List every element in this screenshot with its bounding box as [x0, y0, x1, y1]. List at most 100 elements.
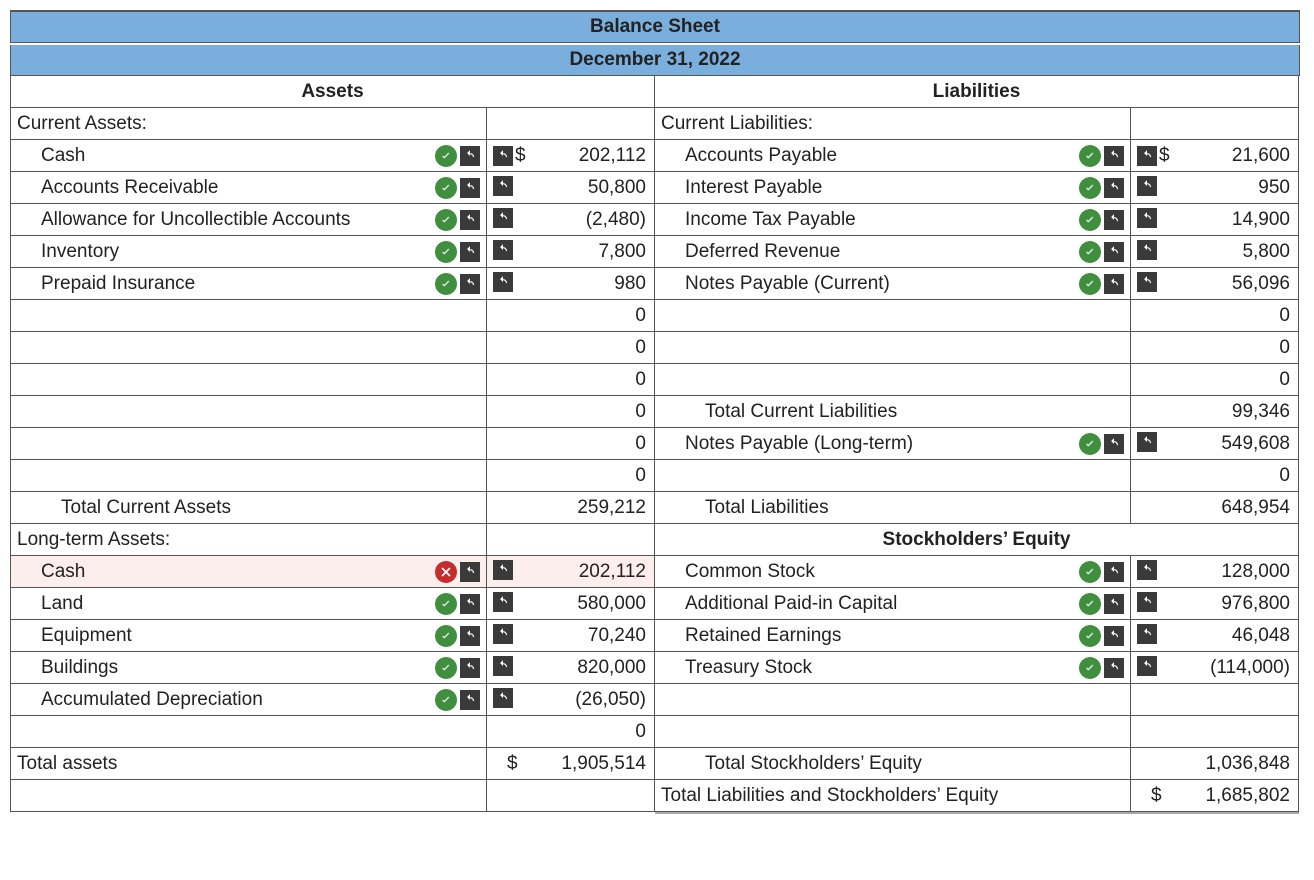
- undo-icon[interactable]: [1137, 240, 1157, 260]
- undo-icon[interactable]: [1137, 592, 1157, 612]
- value-text: 7,800: [598, 241, 646, 263]
- undo-icon[interactable]: [460, 658, 480, 678]
- undo-icon[interactable]: [1137, 176, 1157, 196]
- undo-icon[interactable]: [1137, 624, 1157, 644]
- liability-item[interactable]: Notes Payable (Current): [655, 268, 1131, 300]
- asset-item[interactable]: Inventory: [11, 236, 487, 268]
- liability-value[interactable]: 14,900: [1131, 204, 1299, 236]
- undo-icon[interactable]: [493, 656, 513, 676]
- subtotal-label: Total Stockholders’ Equity: [655, 748, 1131, 780]
- undo-icon[interactable]: [493, 592, 513, 612]
- undo-icon[interactable]: [493, 688, 513, 708]
- undo-icon[interactable]: [1104, 242, 1124, 262]
- asset-value[interactable]: $202,112: [487, 140, 655, 172]
- asset-item[interactable]: Buildings: [11, 652, 487, 684]
- value-text: 99,346: [1232, 401, 1290, 423]
- equity-value[interactable]: 976,800: [1131, 588, 1299, 620]
- liability-item[interactable]: Income Tax Payable: [655, 204, 1131, 236]
- liability-item[interactable]: Deferred Revenue: [655, 236, 1131, 268]
- asset-item[interactable]: Accounts Receivable: [11, 172, 487, 204]
- asset-item[interactable]: Prepaid Insurance: [11, 268, 487, 300]
- equity-value[interactable]: (114,000): [1131, 652, 1299, 684]
- currency-prefix: $: [1159, 145, 1170, 167]
- undo-icon[interactable]: [493, 146, 513, 166]
- undo-icon[interactable]: [493, 624, 513, 644]
- asset-item[interactable]: Cash: [11, 556, 487, 588]
- asset-value[interactable]: (2,480): [487, 204, 655, 236]
- undo-icon[interactable]: [1104, 178, 1124, 198]
- undo-icon[interactable]: [493, 176, 513, 196]
- asset-value: 0: [487, 428, 655, 460]
- equity-item[interactable]: Retained Earnings: [655, 620, 1131, 652]
- liability-item[interactable]: Interest Payable: [655, 172, 1131, 204]
- undo-icon[interactable]: [493, 240, 513, 260]
- liability-value[interactable]: 950: [1131, 172, 1299, 204]
- undo-icon[interactable]: [460, 210, 480, 230]
- asset-item[interactable]: Accumulated Depreciation: [11, 684, 487, 716]
- undo-icon[interactable]: [1137, 146, 1157, 166]
- undo-icon[interactable]: [1104, 146, 1124, 166]
- value-text: (26,050): [575, 689, 646, 711]
- undo-icon[interactable]: [1104, 274, 1124, 294]
- asset-item: [11, 460, 487, 492]
- liability-item[interactable]: Notes Payable (Long-term): [655, 428, 1131, 460]
- blank: [11, 780, 487, 812]
- undo-icon[interactable]: [460, 146, 480, 166]
- asset-value[interactable]: 70,240: [487, 620, 655, 652]
- asset-item[interactable]: Equipment: [11, 620, 487, 652]
- undo-icon[interactable]: [1104, 434, 1124, 454]
- value-text: 202,112: [579, 561, 646, 583]
- liability-item: [655, 460, 1131, 492]
- undo-icon[interactable]: [460, 562, 480, 582]
- equity-item[interactable]: Additional Paid-in Capital: [655, 588, 1131, 620]
- undo-icon[interactable]: [493, 208, 513, 228]
- value-text: 50,800: [588, 177, 646, 199]
- undo-icon[interactable]: [460, 178, 480, 198]
- balance-sheet: Balance Sheet December 31, 2022 AssetsLi…: [10, 10, 1300, 812]
- asset-value[interactable]: 980: [487, 268, 655, 300]
- undo-icon[interactable]: [460, 242, 480, 262]
- equity-item[interactable]: Treasury Stock: [655, 652, 1131, 684]
- equity-item[interactable]: Common Stock: [655, 556, 1131, 588]
- undo-icon[interactable]: [1137, 432, 1157, 452]
- asset-value[interactable]: 820,000: [487, 652, 655, 684]
- undo-icon[interactable]: [1104, 594, 1124, 614]
- check-icon: [1079, 241, 1101, 263]
- equity-value[interactable]: 46,048: [1131, 620, 1299, 652]
- value-text: 0: [1279, 337, 1290, 359]
- undo-icon[interactable]: [460, 274, 480, 294]
- liability-item[interactable]: Accounts Payable: [655, 140, 1131, 172]
- undo-icon[interactable]: [1104, 626, 1124, 646]
- undo-icon[interactable]: [1137, 272, 1157, 292]
- subtotal-label: Total Current Liabilities: [655, 396, 1131, 428]
- value-text: 259,212: [577, 497, 646, 519]
- undo-icon[interactable]: [493, 560, 513, 580]
- asset-value[interactable]: 50,800: [487, 172, 655, 204]
- asset-value[interactable]: 7,800: [487, 236, 655, 268]
- undo-icon[interactable]: [493, 272, 513, 292]
- check-icon: [435, 273, 457, 295]
- undo-icon[interactable]: [460, 690, 480, 710]
- undo-icon[interactable]: [1104, 658, 1124, 678]
- liability-value[interactable]: 56,096: [1131, 268, 1299, 300]
- asset-item[interactable]: Land: [11, 588, 487, 620]
- asset-value[interactable]: 580,000: [487, 588, 655, 620]
- subtotal-label: Total Current Assets: [11, 492, 487, 524]
- undo-icon[interactable]: [460, 594, 480, 614]
- liability-value[interactable]: $21,600: [1131, 140, 1299, 172]
- undo-icon[interactable]: [460, 626, 480, 646]
- liability-value[interactable]: 5,800: [1131, 236, 1299, 268]
- asset-item[interactable]: Cash: [11, 140, 487, 172]
- undo-icon[interactable]: [1137, 208, 1157, 228]
- liability-value[interactable]: 549,608: [1131, 428, 1299, 460]
- label-text: Prepaid Insurance: [41, 273, 195, 295]
- asset-value[interactable]: (26,050): [487, 684, 655, 716]
- undo-icon[interactable]: [1137, 560, 1157, 580]
- equity-value[interactable]: 128,000: [1131, 556, 1299, 588]
- asset-value[interactable]: 202,112: [487, 556, 655, 588]
- undo-icon[interactable]: [1104, 210, 1124, 230]
- value-text: 46,048: [1232, 625, 1290, 647]
- asset-item[interactable]: Allowance for Uncollectible Accounts: [11, 204, 487, 236]
- undo-icon[interactable]: [1104, 562, 1124, 582]
- undo-icon[interactable]: [1137, 656, 1157, 676]
